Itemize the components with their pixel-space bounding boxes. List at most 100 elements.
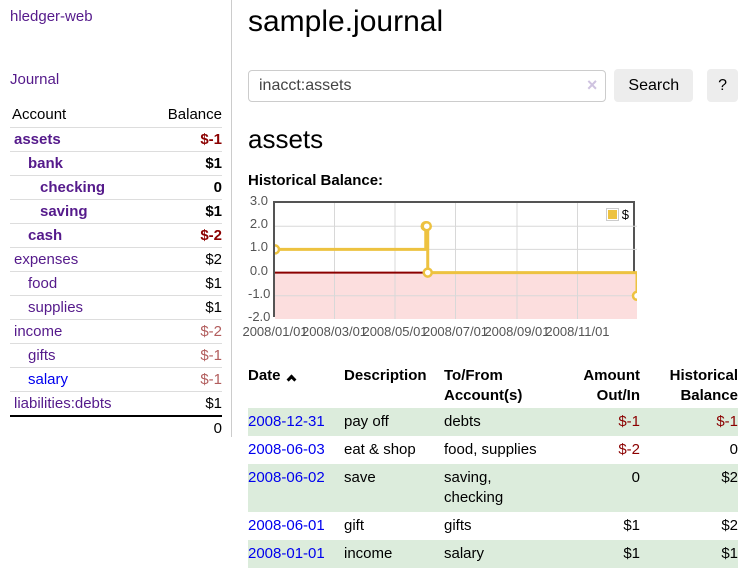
y-axis-tick: 0.0 <box>249 262 268 278</box>
account-link-assets[interactable]: assets <box>14 131 61 148</box>
search-button[interactable]: Search <box>614 69 694 102</box>
cell-accounts: salary <box>444 545 485 562</box>
transaction-date-link[interactable]: 2008-06-01 <box>248 517 325 534</box>
account-balance: $-2 <box>200 323 222 340</box>
x-axis-tick: 2008/03/01 <box>301 324 368 339</box>
register-table: Date Description To/From Account(s) Amou… <box>248 364 738 568</box>
cell-description: gift <box>344 517 365 534</box>
register-row: 2008-06-01 gift gifts $1 $2 <box>248 512 738 540</box>
cell-balance: $1 <box>721 545 738 562</box>
search-input[interactable] <box>248 69 607 102</box>
cell-date: 2008-01-01 <box>248 540 344 568</box>
account-link-expenses[interactable]: expenses <box>14 251 79 268</box>
account-balance: $1 <box>205 299 222 316</box>
account-link-food[interactable]: food <box>28 275 58 292</box>
account-balance: $-1 <box>200 131 222 148</box>
cell-amount: $-1 <box>618 413 640 430</box>
account-row: supplies $1 <box>10 295 222 319</box>
y-axis-tick: 3.0 <box>249 193 268 208</box>
balance-chart: $ 3.0 2.0 1.0 0.0 -1.0 -2.0 2008/01/01 2008/03/… <box>242 193 738 343</box>
account-row: cash $-2 <box>10 223 222 247</box>
cell-balance: $-1 <box>716 413 738 430</box>
page-title: sample.journal <box>248 5 444 38</box>
cell-accounts: food, supplies <box>444 441 537 458</box>
x-axis-tick: 2008/07/01 <box>422 324 489 339</box>
account-row: income $-2 <box>10 319 222 343</box>
cell-amount: $1 <box>623 517 640 534</box>
account-link-liabilities-debts[interactable]: liabilities:debts <box>14 395 112 412</box>
account-link-saving[interactable]: saving <box>40 203 88 220</box>
account-row: expenses $2 <box>10 247 222 271</box>
account-row: saving $1 <box>10 199 222 223</box>
account-link-bank[interactable]: bank <box>28 155 64 172</box>
account-link-checking[interactable]: checking <box>40 179 106 196</box>
account-balance: $1 <box>205 203 222 220</box>
transaction-date-link[interactable]: 2008-01-01 <box>248 545 325 562</box>
main-content: sample.journal × Search ? assets Histori… <box>242 0 738 568</box>
y-axis-tick: -1.0 <box>248 285 271 301</box>
cell-description: eat & shop <box>344 441 416 458</box>
account-row: liabilities:debts $1 <box>10 391 222 415</box>
account-rows: assets $-1 bank $1 checking 0 saving $1 cash $-2 e… <box>10 127 222 415</box>
account-link-supplies[interactable]: supplies <box>28 299 84 316</box>
account-link-income[interactable]: income <box>14 323 63 340</box>
account-balance: $1 <box>205 395 222 412</box>
transaction-date-link[interactable]: 2008-06-02 <box>248 469 325 486</box>
sort-ascending-icon <box>286 374 296 385</box>
x-axis-tick: 2008/01/01 <box>242 324 308 339</box>
date-header-label: Date <box>248 367 281 384</box>
cell-date: 2008-06-02 <box>248 464 344 512</box>
accounts-header-balance: Balance <box>167 106 222 123</box>
chart-canvas <box>275 203 637 319</box>
cell-accounts: gifts <box>444 517 472 534</box>
transaction-date-link[interactable]: 2008-06-03 <box>248 441 325 458</box>
register-header-row: Date Description To/From Account(s) Amou… <box>248 364 738 408</box>
accounts-table-header: Account Balance <box>10 103 222 127</box>
account-row: assets $-1 <box>10 127 222 151</box>
accounts-table: Account Balance assets $-1 bank $1 checking 0… <box>10 103 222 440</box>
accounts-header-account: Account <box>12 106 67 123</box>
cell-description: income <box>344 545 393 562</box>
cell-date: 2008-06-03 <box>248 436 344 464</box>
register-header-description: Description <box>344 367 427 384</box>
y-axis-tick: -2.0 <box>248 309 271 324</box>
chart-plot-area: $ <box>273 201 637 319</box>
cell-amount: $1 <box>623 545 640 562</box>
account-row: bank $1 <box>10 151 222 175</box>
cell-balance: 0 <box>729 441 738 458</box>
cell-balance: $2 <box>721 469 738 486</box>
chart-title: Historical Balance: <box>248 172 384 189</box>
cell-description: save <box>344 469 376 486</box>
account-balance: $1 <box>205 155 222 172</box>
y-axis-tick: 2.0 <box>249 216 268 232</box>
register-header-amount: Amount Out/In <box>583 367 640 404</box>
help-button[interactable]: ? <box>707 69 738 102</box>
account-balance: $-1 <box>200 347 222 364</box>
account-balance: 0 <box>213 179 222 196</box>
account-link-salary[interactable]: salary <box>28 371 69 388</box>
register-header-accounts: To/From Account(s) <box>444 367 523 404</box>
account-link-gifts[interactable]: gifts <box>28 347 56 364</box>
sidebar-item-journal[interactable]: Journal <box>10 71 60 88</box>
cell-amount: 0 <box>631 469 640 486</box>
cell-date: 2008-06-01 <box>248 512 344 540</box>
account-link-cash[interactable]: cash <box>28 227 63 244</box>
y-axis-tick: 1.0 <box>249 239 268 255</box>
legend-swatch-icon <box>605 208 619 221</box>
cell-accounts: debts <box>444 413 481 430</box>
clear-search-icon[interactable]: × <box>586 74 598 95</box>
cell-balance: $2 <box>721 517 738 534</box>
account-balance: $1 <box>205 275 222 292</box>
register-header-date[interactable]: Date <box>248 364 344 408</box>
transaction-date-link[interactable]: 2008-12-31 <box>248 413 325 430</box>
cell-description: pay off <box>344 413 389 430</box>
app-title-link[interactable]: hledger-web <box>10 8 93 25</box>
register-header-balance: Historical Balance <box>669 367 738 404</box>
account-row: salary $-1 <box>10 367 222 391</box>
legend-label: $ <box>621 207 629 222</box>
account-row: food $1 <box>10 271 222 295</box>
cell-amount: $-2 <box>618 441 640 458</box>
search-box: × <box>248 69 607 102</box>
chart-legend: $ <box>604 206 630 223</box>
register-row: 2008-06-03 eat & shop food, supplies $-2 0 <box>248 436 738 464</box>
